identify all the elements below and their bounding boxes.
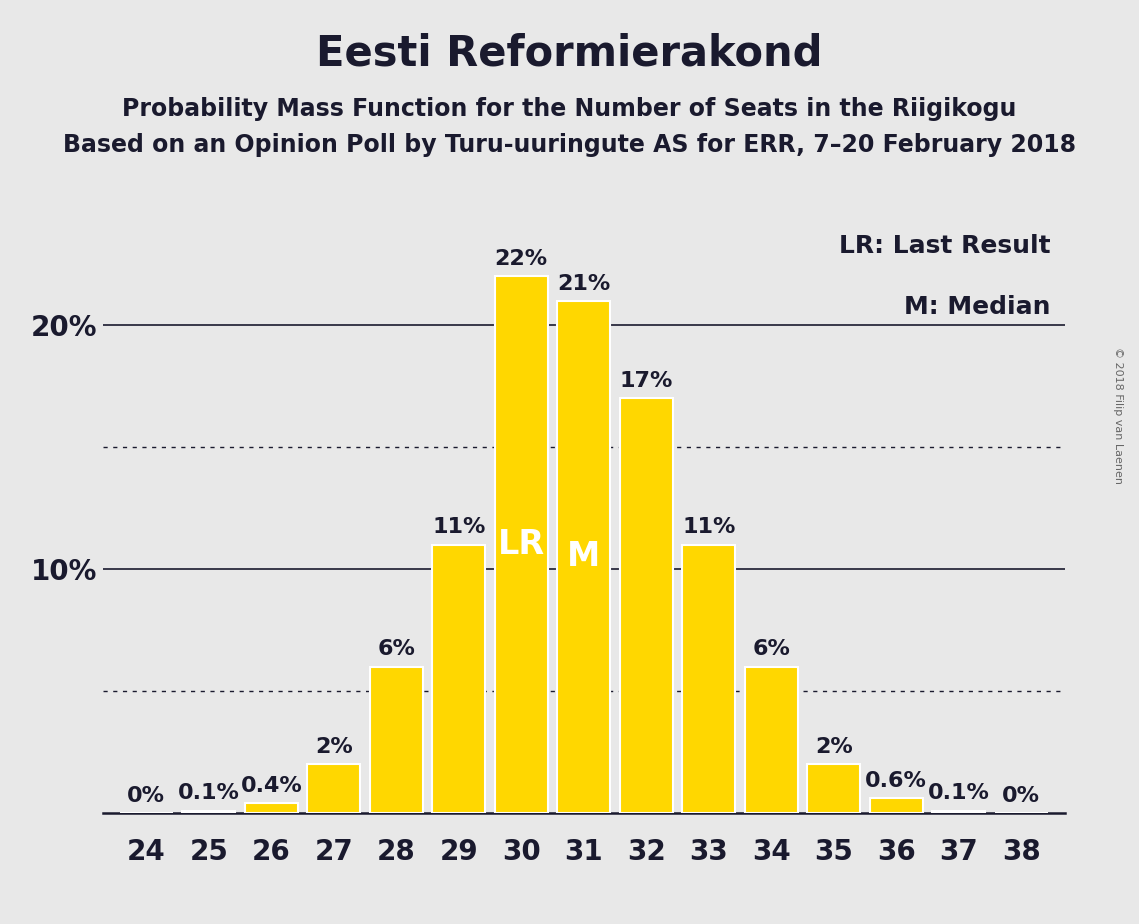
Bar: [182, 810, 236, 813]
Text: 22%: 22%: [494, 249, 548, 269]
Text: 6%: 6%: [752, 639, 790, 660]
Text: 2%: 2%: [314, 737, 353, 757]
Text: 0.6%: 0.6%: [866, 772, 927, 791]
Bar: [494, 276, 548, 813]
Bar: [745, 667, 797, 813]
Text: 0.1%: 0.1%: [178, 784, 239, 803]
Text: 0%: 0%: [1002, 785, 1040, 806]
Bar: [870, 798, 923, 813]
Text: Based on an Opinion Poll by Turu-uuringute AS for ERR, 7–20 February 2018: Based on an Opinion Poll by Turu-uuringu…: [63, 133, 1076, 157]
Text: 2%: 2%: [814, 737, 853, 757]
Bar: [245, 803, 297, 813]
Text: 0.4%: 0.4%: [240, 776, 302, 796]
Text: 11%: 11%: [432, 517, 485, 538]
Text: 0%: 0%: [128, 785, 165, 806]
Text: LR: LR: [498, 529, 544, 561]
Bar: [682, 545, 736, 813]
Text: © 2018 Filip van Laenen: © 2018 Filip van Laenen: [1114, 347, 1123, 484]
Bar: [432, 545, 485, 813]
Bar: [808, 764, 860, 813]
Text: 0.1%: 0.1%: [928, 784, 990, 803]
Bar: [370, 667, 423, 813]
Text: Eesti Reformierakond: Eesti Reformierakond: [317, 32, 822, 74]
Text: M: M: [567, 541, 600, 574]
Text: 17%: 17%: [620, 371, 673, 391]
Text: 6%: 6%: [377, 639, 416, 660]
Text: 11%: 11%: [682, 517, 736, 538]
Text: LR: Last Result: LR: Last Result: [839, 234, 1050, 258]
Text: 21%: 21%: [557, 274, 611, 294]
Bar: [308, 764, 360, 813]
Bar: [620, 398, 673, 813]
Text: M: Median: M: Median: [904, 295, 1050, 319]
Bar: [557, 301, 611, 813]
Text: Probability Mass Function for the Number of Seats in the Riigikogu: Probability Mass Function for the Number…: [122, 97, 1017, 121]
Bar: [932, 810, 985, 813]
